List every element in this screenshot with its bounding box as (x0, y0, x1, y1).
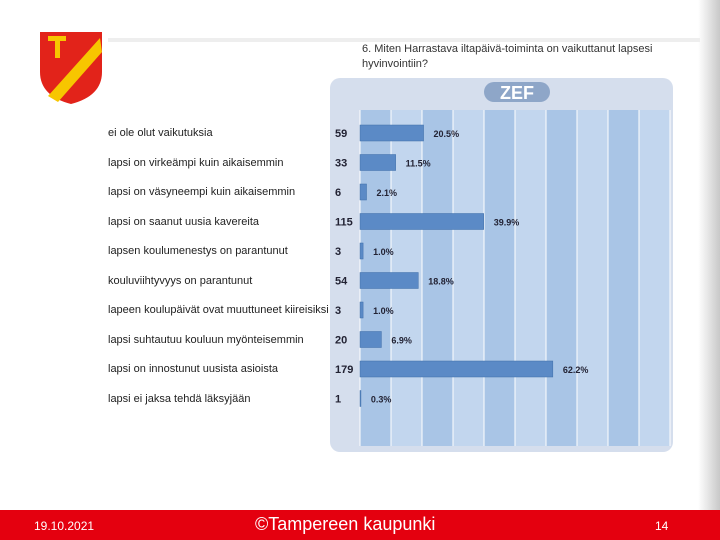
value-label: 1.0% (373, 306, 394, 316)
badge: ZEF (500, 83, 534, 103)
category-label: lapsi on innostunut uusista asioista (108, 363, 278, 375)
bar (359, 213, 484, 230)
category-label: lapsi ei jaksa tehdä läksyjään (108, 392, 251, 405)
bar (359, 331, 382, 348)
column-band (639, 110, 670, 446)
column-band (577, 110, 608, 446)
category-label: lapsi on väsyneempi kuin aikaisemmin (108, 186, 296, 198)
value-label: 1.0% (373, 247, 394, 257)
footer-bar (0, 510, 720, 540)
count-label: 33 (335, 158, 347, 170)
value-label: 2.1% (377, 188, 398, 198)
value-label: 20.5% (434, 129, 460, 139)
slide-edge (698, 0, 720, 510)
bar (359, 183, 367, 201)
category-label: ei ole olut vaikutuksia (108, 127, 213, 139)
value-label: 6.9% (391, 336, 412, 346)
chart-title: 6. Miten Harrastava iltapäivä-toiminta o… (362, 43, 653, 70)
bar (359, 360, 554, 378)
bar (359, 390, 362, 407)
bar (359, 242, 364, 260)
column-band (422, 110, 453, 446)
top-rule (108, 38, 700, 42)
bar (359, 272, 419, 289)
count-label: 3 (335, 305, 341, 317)
footer-date: 19.10.2021 (34, 519, 95, 533)
category-label: kouluviihtyvyys on parantunut (108, 274, 253, 287)
bar (359, 301, 364, 319)
column-band (453, 110, 484, 446)
category-label: lapsen koulumenestys on parantunut (108, 245, 288, 257)
column-band (546, 110, 577, 446)
value-label: 18.8% (428, 277, 454, 287)
category-label: lapsi on virkeämpi kuin aikaisemmin (108, 156, 284, 169)
category-label: lapsi on saanut uusia kavereita (108, 215, 260, 228)
count-label: 6 (335, 187, 341, 199)
footer-copyright: ©Tampereen kaupunki (255, 514, 436, 534)
category-label: lapeen koulupäivät ovat muuttuneet kiire… (108, 304, 329, 316)
badge-bg (484, 82, 550, 102)
count-label: 1 (335, 394, 341, 406)
count-label: 179 (335, 364, 353, 376)
count-label: 20 (335, 335, 347, 347)
count-label: 54 (335, 276, 348, 288)
value-label: 62.2% (563, 365, 589, 375)
count-label: 115 (335, 217, 353, 229)
column-band (608, 110, 639, 446)
coat-of-arms (40, 32, 102, 104)
bar (359, 154, 396, 171)
value-label: 0.3% (371, 395, 392, 405)
value-label: 39.9% (494, 218, 520, 228)
value-label: 11.5% (406, 159, 431, 169)
category-label: lapsi suhtautuu kouluun myönteisemmin (108, 333, 304, 346)
bar (359, 124, 424, 142)
count-label: 59 (335, 128, 347, 140)
count-label: 3 (335, 246, 341, 258)
column-band (515, 110, 546, 446)
column-band (484, 110, 515, 446)
footer-page: 14 (655, 519, 669, 533)
